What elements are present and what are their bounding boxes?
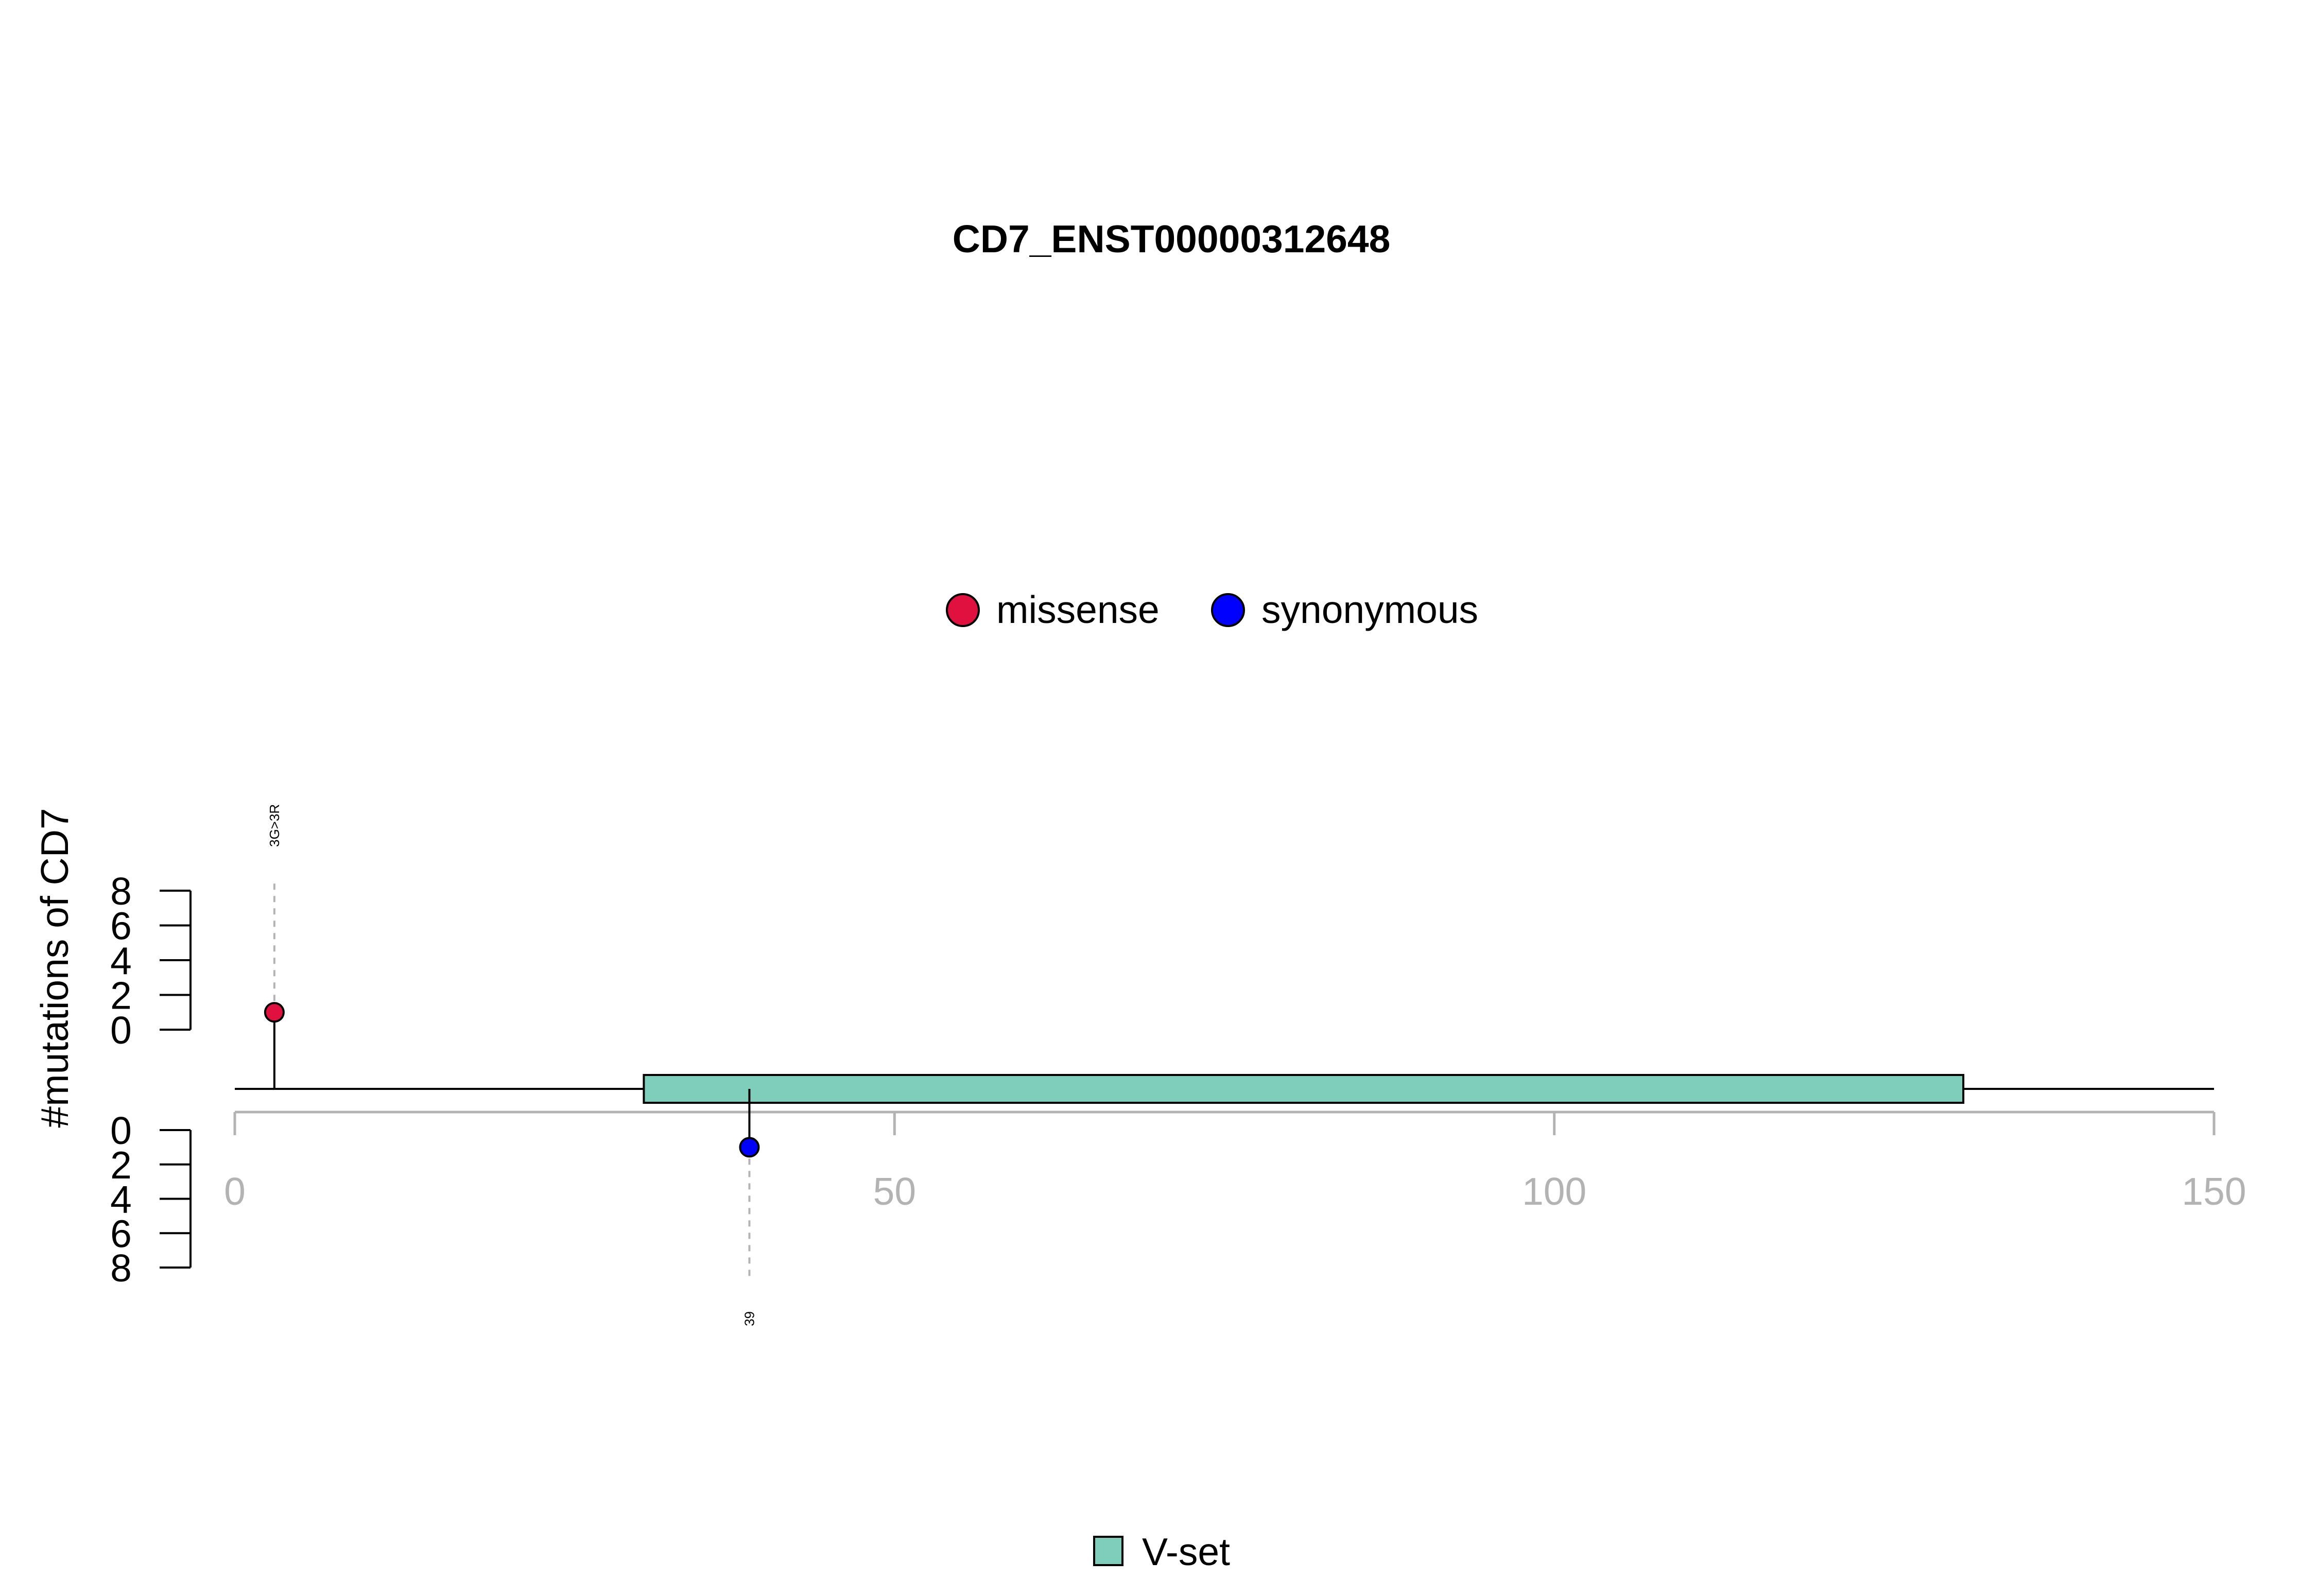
x-tick-label-100: 100 xyxy=(1522,1170,1586,1213)
y-tick-label-top-4: 4 xyxy=(110,939,132,982)
mutation-legend: missense synonymous xyxy=(946,588,1478,631)
y-tick-label-bottom-4: 4 xyxy=(110,1178,132,1221)
domain-layer xyxy=(643,1074,1965,1104)
y-tick-label-bottom-6: 6 xyxy=(110,1212,132,1255)
legend-marker-missense xyxy=(946,593,980,627)
y-axis-label: #mutations of CD7 xyxy=(33,808,76,1127)
chart-title: CD7_ENST00000312648 xyxy=(953,217,1391,261)
legend-label-missense: missense xyxy=(996,588,1160,631)
y-tick-label-top-0: 0 xyxy=(110,1009,132,1052)
mutation-layer: 3G>3R 39 xyxy=(264,804,760,1326)
domain-legend-label-V-set: V-set xyxy=(1142,1530,1230,1573)
x-axis: 0 50 100 150 xyxy=(224,1111,2246,1213)
mutation-point xyxy=(739,1137,760,1158)
domain-V-set xyxy=(643,1074,1965,1104)
y-tick-label-top-2: 2 xyxy=(110,974,132,1017)
x-tick-label-50: 50 xyxy=(873,1170,916,1213)
x-tick-label-0: 0 xyxy=(224,1170,246,1213)
mutation-point xyxy=(264,1002,285,1023)
mutation-label: 39 xyxy=(741,1311,757,1326)
domain-legend: V-set xyxy=(1093,1530,1230,1573)
mutation-1: 3G>3R xyxy=(264,804,285,1089)
x-tick-label-150: 150 xyxy=(2182,1170,2246,1213)
mutation-label: 3G>3R xyxy=(267,804,282,847)
domain-legend-swatch-V-set xyxy=(1093,1536,1123,1566)
y-tick-label-bottom-0: 0 xyxy=(110,1109,132,1152)
y-tick-label-bottom-2: 2 xyxy=(110,1143,132,1187)
y-tick-label-top-8: 8 xyxy=(110,870,132,913)
mutation-2: 39 xyxy=(739,1089,760,1326)
y-tick-label-bottom-8: 8 xyxy=(110,1246,132,1290)
legend-label-synonymous: synonymous xyxy=(1261,588,1478,631)
y-tick-label-top-6: 6 xyxy=(110,905,132,948)
legend-marker-synonymous xyxy=(1211,593,1245,627)
